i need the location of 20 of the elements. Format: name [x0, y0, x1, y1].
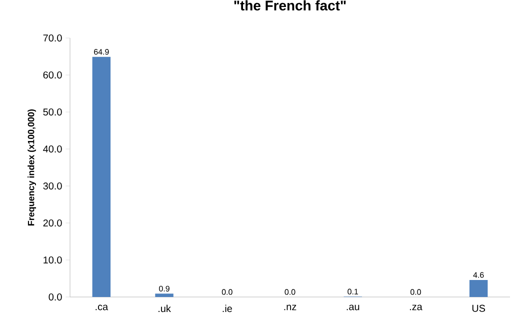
x-tick-label: .uk — [158, 304, 171, 312]
y-tick-label: 0.0 — [48, 293, 62, 301]
x-tick-label: US — [472, 304, 486, 312]
y-tick-label: 40.0 — [43, 145, 62, 153]
x-tick-label: .au — [346, 304, 360, 310]
x-tick-label: .ie — [222, 304, 232, 312]
chart-title: "the French fact" — [234, 0, 346, 11]
bar — [469, 280, 488, 297]
x-tick-label: .za — [410, 304, 422, 310]
y-tick-label: 20.0 — [43, 219, 62, 227]
y-tick-label: 50.0 — [43, 108, 62, 116]
x-tick-label: .ca — [96, 304, 108, 310]
y-tick-label: 70.0 — [43, 34, 62, 42]
y-tick-label: 10.0 — [44, 256, 62, 264]
y-axis-title: Frequency index (x100,000) — [28, 109, 36, 226]
y-tick-label: 60.0 — [43, 71, 62, 79]
y-tick-label: 30.0 — [43, 182, 62, 190]
bar — [155, 294, 174, 297]
x-tick-label: .nz — [284, 304, 296, 310]
bar — [92, 56, 111, 297]
